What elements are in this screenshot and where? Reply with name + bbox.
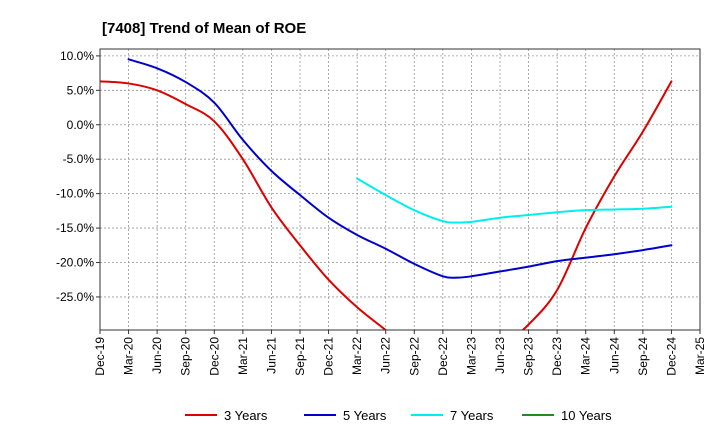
x-tick-label: Sep-21 <box>293 337 307 376</box>
x-tick-label: Dec-21 <box>322 337 336 376</box>
x-tick-label: Sep-23 <box>522 337 536 376</box>
x-tick-label: Mar-20 <box>122 337 136 375</box>
x-tick-label: Mar-25 <box>693 337 707 375</box>
legend-label-5-years: 5 Years <box>343 408 387 423</box>
series-line-7-years <box>356 177 673 224</box>
legend-label-7-years: 7 Years <box>450 408 494 423</box>
y-tick-label: 0.0% <box>67 118 95 132</box>
x-tick-label: Jun-20 <box>150 337 164 374</box>
y-tick-label: -25.0% <box>56 290 94 304</box>
x-tick-label: Dec-22 <box>436 337 450 376</box>
y-tick-label: -15.0% <box>56 221 94 235</box>
plot-area-frame <box>99 48 701 331</box>
series-line-5-years <box>127 58 673 279</box>
x-tick-label: Sep-22 <box>407 337 421 376</box>
y-tick-label: -5.0% <box>63 152 95 166</box>
x-tick-label: Dec-19 <box>93 337 107 376</box>
y-axis-ticks: 10.0% 5.0% 0.0% -5.0% -10.0% -15.0% -20.0% -25.… <box>56 49 100 304</box>
legend-label-3-years: 3 Years <box>224 408 268 423</box>
x-tick-label: Jun-21 <box>264 337 278 374</box>
x-tick-label: Sep-24 <box>636 337 650 376</box>
x-tick-label: Mar-24 <box>579 337 593 375</box>
y-tick-label: 10.0% <box>60 49 94 63</box>
series-layer <box>100 58 673 330</box>
x-tick-label: Mar-23 <box>464 337 478 375</box>
y-tick-label: -10.0% <box>56 187 94 201</box>
x-axis-ticks: Dec-19 Mar-20 Jun-20 Sep-20 Dec-20 Mar-21 Jun-… <box>93 330 707 376</box>
legend: 3 Years 5 Years 7 Years 10 Years <box>185 408 612 423</box>
x-tick-label: Dec-24 <box>664 337 678 376</box>
x-tick-label: Sep-20 <box>179 337 193 376</box>
x-tick-label: Mar-21 <box>236 337 250 375</box>
y-tick-label: 5.0% <box>67 83 95 97</box>
x-tick-label: Jun-22 <box>379 337 393 374</box>
chart-title: [7408] Trend of Mean of ROE <box>102 20 306 37</box>
y-tick-label: -20.0% <box>56 256 94 270</box>
grid-layer <box>100 49 700 330</box>
x-tick-label: Dec-23 <box>550 337 564 376</box>
x-tick-label: Mar-22 <box>350 337 364 375</box>
x-tick-label: Dec-20 <box>207 337 221 376</box>
series-line-3-years <box>100 80 673 330</box>
legend-label-10-years: 10 Years <box>561 408 612 423</box>
x-tick-label: Jun-24 <box>607 337 621 374</box>
x-tick-label: Jun-23 <box>493 337 507 374</box>
